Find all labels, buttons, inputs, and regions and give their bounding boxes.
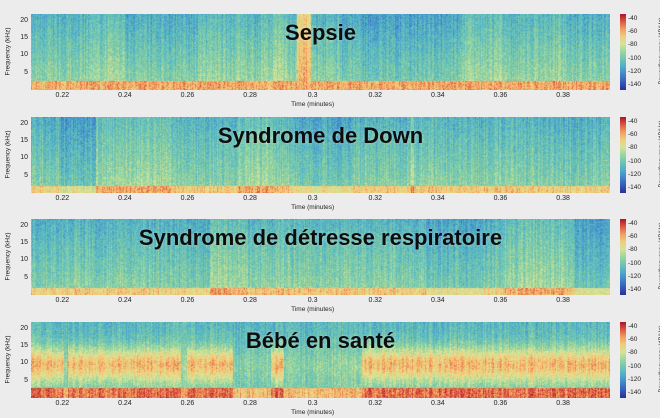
y-tick-label: 15 xyxy=(20,137,28,145)
colorbar-tick-label: -40 xyxy=(628,15,638,22)
colorbar-tick-label: -100 xyxy=(628,54,642,62)
y-tick-label: 5 xyxy=(24,376,28,384)
x-tick-label: 0.28 xyxy=(243,400,257,407)
spectrogram-plot xyxy=(31,219,610,295)
y-tick-label: 20 xyxy=(20,119,28,127)
spectrogram-image xyxy=(31,117,610,193)
colorbar-tick-label: -100 xyxy=(628,259,642,267)
y-axis-label: Frequency (kHz) xyxy=(4,232,12,281)
x-tick-label: 0.38 xyxy=(556,92,570,99)
colorbar-tick-label: -40 xyxy=(628,118,638,125)
x-tick-label: 0.36 xyxy=(493,400,508,407)
y-tick-label: 5 xyxy=(24,171,28,179)
colorbar-tick-label: -140 xyxy=(628,389,642,396)
colorbar xyxy=(620,219,626,295)
spectrogram-image xyxy=(31,219,610,295)
colorbar xyxy=(620,117,626,193)
spectrogram-plot xyxy=(31,322,610,398)
x-tick-label: 0.34 xyxy=(431,400,445,407)
colorbar xyxy=(620,14,626,90)
x-axis-label: Time (minutes) xyxy=(291,101,335,108)
spectrogram-image xyxy=(31,322,610,398)
x-tick-label: 0.34 xyxy=(431,92,445,99)
x-tick-label: 0.38 xyxy=(556,400,570,407)
colorbar-tick-label: -80 xyxy=(628,349,638,357)
y-axis-label: Frequency (kHz) xyxy=(4,130,12,179)
spectrogram-image xyxy=(31,14,610,90)
y-tick-label: 20 xyxy=(20,16,28,24)
colorbar-tick-label: -40 xyxy=(628,323,638,330)
y-tick-label: 15 xyxy=(20,34,28,42)
colorbar-tick-label: -140 xyxy=(628,184,642,191)
x-tick-label: 0.3 xyxy=(307,92,318,99)
x-tick-label: 0.32 xyxy=(368,92,383,99)
colorbar-tick-label: -140 xyxy=(628,81,642,88)
x-tick-label: 0.38 xyxy=(556,297,570,304)
colorbar-tick-label: -120 xyxy=(628,272,642,280)
y-tick-label: 5 xyxy=(24,68,28,76)
colorbar-tick-label: -80 xyxy=(628,41,638,49)
x-tick-label: 0.34 xyxy=(431,195,445,202)
y-tick-label: 15 xyxy=(20,239,28,247)
y-axis-label: Frequency (kHz) xyxy=(4,335,12,384)
colorbar-tick-label: -120 xyxy=(628,67,642,75)
x-axis-label: Time (minutes) xyxy=(291,306,335,313)
x-tick-label: 0.24 xyxy=(118,297,132,304)
y-axis-label: Frequency (kHz) xyxy=(4,27,12,76)
y-tick-label: 5 xyxy=(24,273,28,281)
x-tick-label: 0.3 xyxy=(307,400,318,407)
x-tick-label: 0.32 xyxy=(368,400,383,407)
x-tick-label: 0.32 xyxy=(368,297,383,304)
x-tick-label: 0.36 xyxy=(493,195,508,202)
x-tick-label: 0.28 xyxy=(243,92,257,99)
x-tick-label: 0.22 xyxy=(55,92,70,99)
colorbar-tick-label: -60 xyxy=(628,131,638,139)
y-tick-label: 10 xyxy=(20,359,28,367)
x-tick-label: 0.34 xyxy=(431,297,445,304)
x-tick-label: 0.22 xyxy=(55,297,70,304)
colorbar-tick-label: -120 xyxy=(628,170,642,178)
x-tick-label: 0.26 xyxy=(180,400,195,407)
colorbar-tick-label: -140 xyxy=(628,286,642,293)
colorbar xyxy=(620,322,626,398)
colorbar-tick-label: -60 xyxy=(628,233,638,241)
x-tick-label: 0.38 xyxy=(556,195,570,202)
colorbar-tick-label: -60 xyxy=(628,336,638,344)
x-tick-label: 0.22 xyxy=(55,195,70,202)
x-tick-label: 0.28 xyxy=(243,297,257,304)
y-tick-label: 10 xyxy=(20,154,28,162)
x-axis-label: Time (minutes) xyxy=(291,409,335,416)
x-tick-label: 0.24 xyxy=(118,92,132,99)
x-tick-label: 0.36 xyxy=(493,297,508,304)
x-tick-label: 0.26 xyxy=(180,297,195,304)
x-tick-label: 0.24 xyxy=(118,400,132,407)
x-tick-label: 0.24 xyxy=(118,195,132,202)
colorbar-tick-label: -100 xyxy=(628,362,642,370)
spectrogram-plot xyxy=(31,117,610,193)
y-tick-label: 20 xyxy=(20,324,28,332)
x-tick-label: 0.22 xyxy=(55,400,70,407)
colorbar-tick-label: -120 xyxy=(628,375,642,383)
y-tick-label: 10 xyxy=(20,51,28,59)
colorbar-tick-label: -100 xyxy=(628,157,642,165)
x-tick-label: 0.26 xyxy=(180,92,195,99)
y-tick-label: 20 xyxy=(20,221,28,229)
colorbar-tick-label: -80 xyxy=(628,246,638,254)
y-tick-label: 15 xyxy=(20,342,28,350)
x-tick-label: 0.32 xyxy=(368,195,383,202)
spectrogram-plot xyxy=(31,14,610,90)
x-tick-label: 0.28 xyxy=(243,195,257,202)
x-tick-label: 0.3 xyxy=(307,195,318,202)
colorbar-tick-label: -60 xyxy=(628,28,638,36)
y-tick-label: 10 xyxy=(20,256,28,264)
x-tick-label: 0.3 xyxy=(307,297,318,304)
x-axis-label: Time (minutes) xyxy=(291,204,335,211)
x-tick-label: 0.36 xyxy=(493,92,508,99)
colorbar-tick-label: -80 xyxy=(628,144,638,152)
colorbar-tick-label: -40 xyxy=(628,220,638,227)
x-tick-label: 0.26 xyxy=(180,195,195,202)
